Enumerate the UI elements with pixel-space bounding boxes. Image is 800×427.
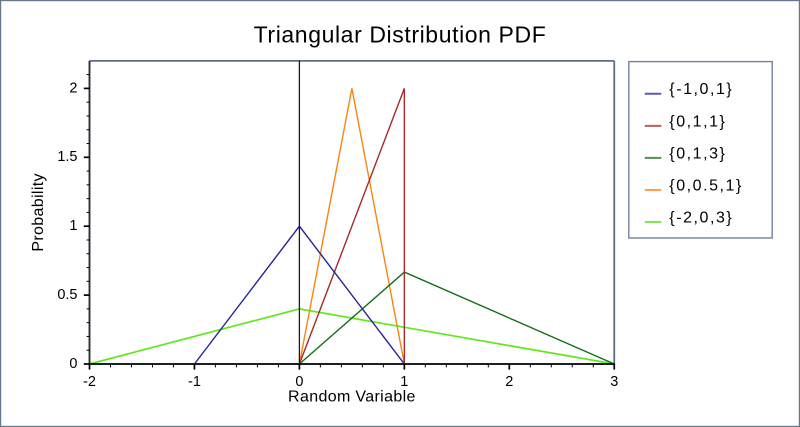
svg-text:0.5: 0.5 xyxy=(57,287,77,303)
svg-text:{-2,0,3}: {-2,0,3} xyxy=(669,209,733,226)
svg-text:{0,0.5,1}: {0,0.5,1} xyxy=(669,177,743,194)
svg-text:Random Variable: Random Variable xyxy=(288,389,416,406)
svg-text:0: 0 xyxy=(69,356,77,372)
svg-text:1.5: 1.5 xyxy=(57,149,77,165)
svg-text:-1: -1 xyxy=(188,374,201,390)
svg-text:Probability: Probability xyxy=(30,173,47,252)
svg-text:1: 1 xyxy=(400,374,408,390)
svg-text:3: 3 xyxy=(610,374,618,390)
svg-text:0: 0 xyxy=(295,374,303,390)
svg-text:1: 1 xyxy=(69,218,77,234)
svg-text:2: 2 xyxy=(505,374,513,390)
svg-text:-2: -2 xyxy=(83,374,96,390)
svg-text:{-1,0,1}: {-1,0,1} xyxy=(669,81,733,98)
svg-text:2: 2 xyxy=(69,80,77,96)
svg-text:{0,1,3}: {0,1,3} xyxy=(669,145,726,162)
svg-text:Triangular Distribution PDF: Triangular Distribution PDF xyxy=(254,22,547,48)
svg-text:{0,1,1}: {0,1,1} xyxy=(669,113,726,130)
